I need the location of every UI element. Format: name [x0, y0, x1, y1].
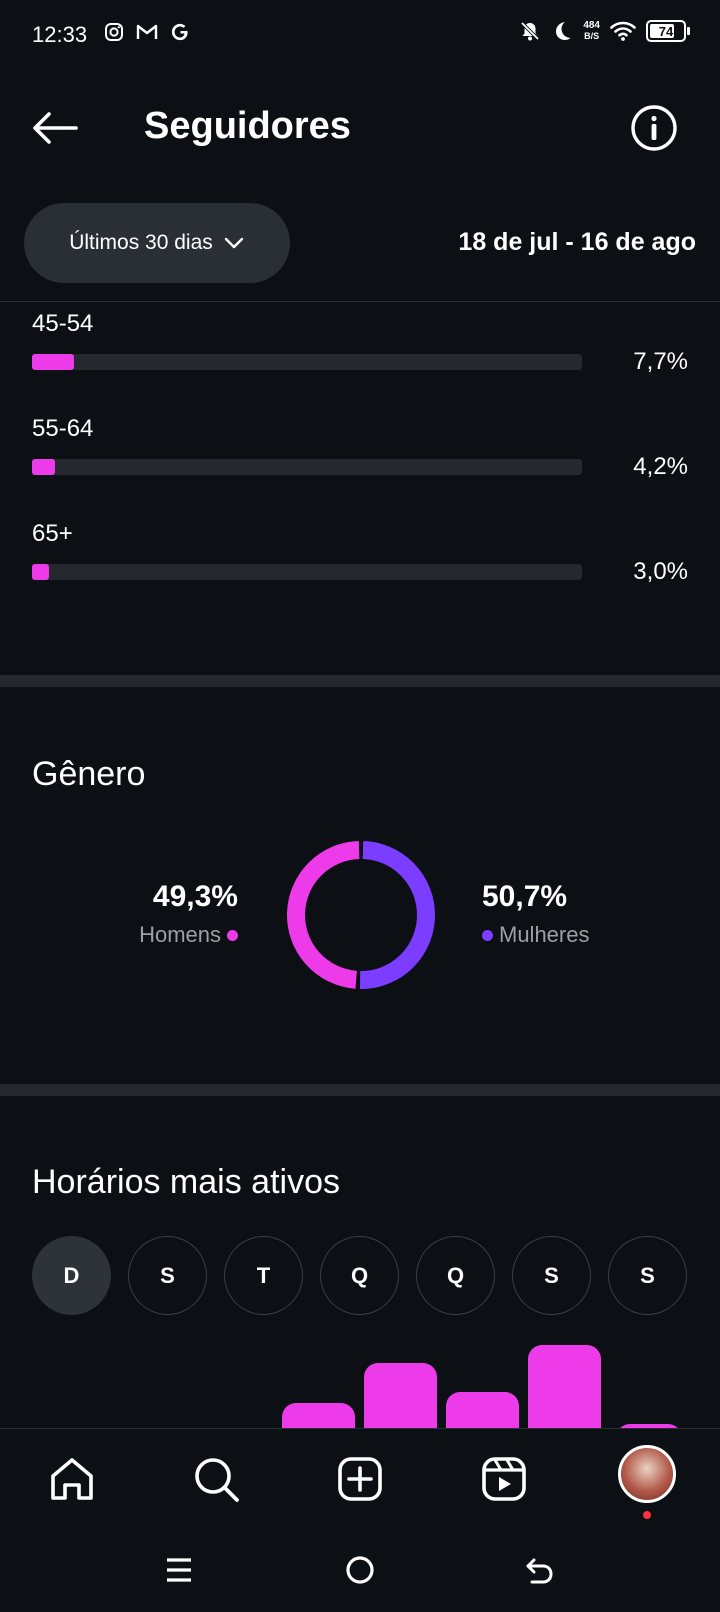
active-hours-chart	[0, 1330, 720, 1430]
info-icon	[631, 105, 677, 151]
gender-women-percent: 50,7%	[482, 880, 568, 913]
gmail-icon	[136, 24, 158, 39]
gender-men-percent: 49,3%	[152, 880, 238, 913]
battery-icon: 74	[646, 20, 686, 42]
age-row-65-plus: 65+ 3,0%	[32, 520, 688, 620]
age-row-55-64: 55-64 4,2%	[32, 415, 688, 515]
day-button-wednesday[interactable]: Q	[320, 1236, 399, 1315]
gender-men-label: Homens	[139, 922, 221, 947]
system-back-button[interactable]	[518, 1548, 562, 1592]
nav-create[interactable]	[334, 1453, 386, 1505]
women-legend-dot	[482, 929, 493, 941]
gender-title: Gênero	[32, 755, 146, 793]
circle-home-icon	[346, 1556, 374, 1584]
nav-home[interactable]	[46, 1453, 98, 1505]
profile-avatar[interactable]	[618, 1445, 676, 1503]
gender-women-label: Mulheres	[499, 922, 590, 947]
status-left-icons	[104, 22, 190, 42]
system-menu-button[interactable]	[157, 1548, 201, 1592]
hours-bar	[616, 1424, 682, 1430]
system-home-button[interactable]	[338, 1548, 382, 1592]
network-speed-unit: B/S	[584, 31, 600, 41]
date-range-selector-label: Últimos 30 dias	[69, 231, 213, 254]
battery-fill	[650, 24, 674, 38]
age-label: 45-54	[32, 310, 94, 337]
age-row-45-54: 45-54 7,7%	[32, 310, 688, 410]
home-icon	[51, 1458, 93, 1500]
date-range-text: 18 de jul - 16 de ago	[458, 228, 696, 256]
age-bar-fill	[32, 564, 49, 580]
search-icon	[195, 1458, 239, 1502]
donut-segment-women	[287, 841, 435, 989]
gender-women-legend: Mulheres	[482, 922, 642, 948]
hours-bar	[282, 1403, 355, 1430]
section-divider	[0, 675, 720, 687]
reels-icon	[482, 1457, 526, 1501]
bottom-navigation	[0, 1428, 720, 1528]
age-bar-track	[32, 564, 582, 580]
section-divider	[0, 1084, 720, 1096]
header-divider	[0, 301, 720, 302]
day-button-sunday[interactable]: D	[32, 1236, 111, 1315]
date-range-selector[interactable]: Últimos 30 dias	[24, 203, 290, 283]
nav-reels[interactable]	[478, 1453, 530, 1505]
page-title: Seguidores	[144, 105, 351, 147]
age-bar-track	[32, 354, 582, 370]
day-selector: D S T Q Q S S	[32, 1236, 687, 1315]
wifi-icon	[610, 21, 636, 41]
hours-bar	[446, 1392, 519, 1430]
bell-muted-icon	[521, 21, 540, 41]
nav-search[interactable]	[190, 1453, 242, 1505]
age-bar-track	[32, 459, 582, 475]
hours-bar	[364, 1363, 437, 1430]
age-bar-fill	[32, 459, 55, 475]
create-icon	[338, 1457, 382, 1501]
age-value: 7,7%	[633, 348, 688, 375]
back-arrow-icon	[526, 1558, 553, 1584]
system-navigation	[0, 1528, 720, 1612]
google-icon	[171, 23, 188, 41]
notification-dot	[643, 1511, 651, 1519]
active-hours-title: Horários mais ativos	[32, 1163, 340, 1201]
gender-men-legend: Homens	[120, 922, 238, 948]
battery-level: 74	[658, 23, 674, 39]
day-button-monday[interactable]: S	[128, 1236, 207, 1315]
status-time: 12:33	[32, 22, 88, 47]
age-bar-fill	[32, 354, 74, 370]
network-speed-value: 484	[583, 20, 600, 31]
menu-icon	[167, 1558, 191, 1582]
day-button-thursday[interactable]: Q	[416, 1236, 495, 1315]
instagram-icon	[105, 23, 123, 41]
men-legend-dot	[227, 929, 238, 941]
age-value: 3,0%	[633, 558, 688, 585]
battery-indicator: 74	[646, 20, 690, 42]
day-button-friday[interactable]: S	[512, 1236, 591, 1315]
arrow-left-icon	[33, 112, 78, 144]
donut-segment-men	[287, 841, 435, 989]
hours-bar	[528, 1345, 601, 1430]
battery-nub	[687, 27, 690, 35]
day-button-saturday[interactable]: S	[608, 1236, 687, 1315]
gender-women: 50,7% Mulheres	[482, 880, 642, 948]
status-right-icons: 484 B/S 74	[519, 20, 690, 42]
age-value: 4,2%	[633, 453, 688, 480]
chevron-down-icon	[224, 237, 243, 249]
age-label: 55-64	[32, 415, 94, 442]
info-button[interactable]	[630, 104, 678, 152]
moon-icon	[556, 22, 571, 40]
gender-donut-chart	[287, 841, 435, 989]
age-label: 65+	[32, 520, 73, 547]
network-speed: 484 B/S	[583, 20, 600, 42]
gender-men: 49,3% Homens	[120, 880, 238, 948]
day-button-tuesday[interactable]: T	[224, 1236, 303, 1315]
back-button[interactable]	[32, 104, 80, 152]
